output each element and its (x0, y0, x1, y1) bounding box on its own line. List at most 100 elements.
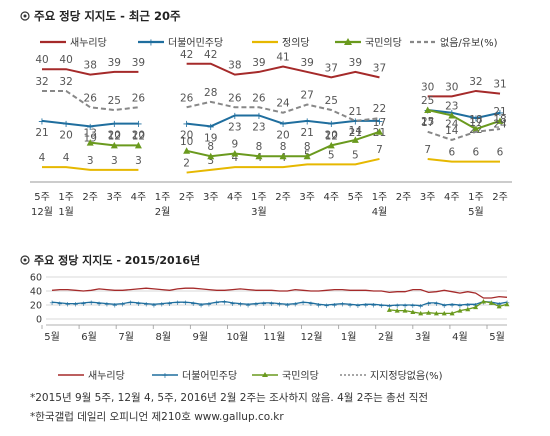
data-point-국민의당 (410, 309, 416, 314)
legend-label-국민의당: 국민의당 (282, 370, 319, 382)
data-point-더불어민주당: + (159, 301, 165, 309)
x-tick-label: 4주 (444, 192, 460, 203)
x-tick-month-label: 2월 (155, 206, 171, 218)
data-point-국민의당 (473, 304, 479, 310)
x-tick-label: 3주 (107, 192, 123, 203)
x-tick-month-label: 1월 (58, 206, 74, 218)
data-point-국민의당 (441, 310, 447, 316)
data-label-새누리당: 30 (445, 81, 458, 93)
data-point-더불어민주당: + (175, 299, 181, 307)
series-line-새누리당-2 (427, 89, 501, 98)
data-point-더불어민주당: + (449, 301, 455, 309)
data-point-더불어민주당: + (351, 116, 359, 127)
x-tick-label: 1주 (372, 192, 388, 203)
series-line-새누리당-0 (51, 287, 508, 299)
data-point-더불어민주당: + (308, 300, 314, 308)
data-point-더불어민주당: + (331, 301, 337, 309)
data-label-국민의당: 14 (349, 125, 363, 137)
circle-bullet-icon-dot (23, 14, 27, 18)
data-label-더불어민주당: 20 (180, 130, 193, 142)
data-point-더불어민주당: + (231, 111, 239, 122)
data-label-없음-유보: 14 (445, 125, 459, 137)
data-point-국민의당 (303, 152, 311, 160)
data-label-더불어민주당: 24 (445, 119, 459, 131)
data-point-국민의당 (279, 152, 287, 160)
data-point-국민의당 (465, 306, 471, 312)
legend-marker-국민의당 (262, 372, 268, 377)
data-point-더불어민주당: + (277, 301, 283, 309)
data-label-없음-유보: 24 (276, 98, 290, 110)
data-label-국민의당: 13 (84, 128, 97, 140)
data-point-더불어민주당: + (347, 301, 353, 309)
data-label-새누리당: 31 (493, 79, 506, 91)
data-point-더불어민주당: + (167, 300, 173, 308)
data-point-더불어민주당: + (88, 299, 94, 307)
circle-bullet-icon (20, 11, 30, 21)
data-label-정의당: 6 (497, 147, 504, 159)
data-point-더불어민주당: + (386, 303, 392, 311)
data-point-국민의당 (496, 117, 504, 124)
data-point-더불어민주당: + (151, 301, 157, 309)
series-line-없음-유보-1 (186, 100, 380, 122)
data-label-더불어민주당: 19 (84, 132, 97, 144)
data-label-국민의당: 12 (108, 130, 121, 142)
x-tick-label: 4주 (227, 192, 243, 203)
x-tick-label: 4월 (452, 331, 468, 343)
data-label-정의당: 3 (207, 155, 214, 167)
data-label-정의당: 3 (135, 155, 142, 167)
series-line-새누리당-1 (186, 62, 380, 79)
x-tick-label: 3주 (420, 192, 436, 203)
data-point-더불어민주당: + (253, 301, 259, 309)
data-label-정의당: 4 (231, 152, 238, 164)
data-label-정의당: 6 (473, 147, 480, 159)
x-tick-label: 1주 (251, 192, 267, 203)
data-label-새누리당: 32 (469, 76, 482, 88)
data-label-국민의당: 18 (469, 114, 482, 126)
x-tick-month-label: 3월 (251, 206, 267, 218)
series-line-국민의당-2 (427, 109, 501, 131)
data-point-더불어민주당: + (182, 119, 190, 130)
data-point-더불어민주당: + (143, 301, 149, 309)
data-point-더불어민주당: + (465, 301, 471, 309)
legend-label-더불어민주당: 더불어민주당 (182, 370, 237, 382)
data-point-더불어민주당: + (57, 300, 63, 308)
data-point-더불어민주당: + (104, 301, 110, 309)
x-tick-label: 12월 (301, 331, 323, 343)
data-label-국민의당: 12 (325, 130, 338, 142)
data-label-새누리당: 41 (276, 51, 289, 63)
x-tick-label: 4주 (131, 192, 147, 203)
data-point-더불어민주당: + (433, 300, 439, 308)
data-label-새누리당: 38 (228, 60, 241, 72)
data-point-국민의당 (402, 308, 408, 313)
data-point-더불어민주당: + (402, 302, 408, 310)
circle-bullet-icon-dot (23, 258, 27, 262)
data-point-더불어민주당: + (182, 299, 188, 307)
data-label-없음-유보: 26 (84, 92, 98, 104)
data-label-국민의당: 10 (180, 136, 193, 148)
data-label-새누리당: 39 (300, 57, 313, 69)
data-label-국민의당: 25 (421, 95, 434, 107)
data-point-더불어민주당: + (363, 301, 369, 309)
data-label-없음-유보: 22 (373, 103, 386, 115)
series-line-새누리당-0 (42, 68, 139, 76)
data-label-새누리당: 30 (421, 81, 434, 93)
data-point-더불어민주당: + (73, 301, 79, 309)
footnote-survey-note: *2015년 9월 5주, 12월 4, 5주, 2016년 2월 2주는 조사… (30, 392, 429, 404)
x-tick-label: 1주 (58, 192, 74, 203)
data-point-더불어민주당: + (371, 301, 377, 309)
x-tick-label: 6월 (81, 331, 97, 343)
x-tick-month-label: 5월 (468, 206, 484, 218)
data-point-국민의당 (86, 139, 94, 146)
data-point-더불어민주당: + (300, 299, 306, 307)
legend-label-국민의당: 국민의당 (365, 37, 402, 49)
data-point-더불어민주당: + (112, 301, 118, 309)
data-point-더불어민주당: + (496, 108, 504, 119)
data-point-국민의당 (449, 310, 455, 316)
data-label-더불어민주당: 20 (325, 130, 338, 142)
data-point-더불어민주당: + (316, 301, 322, 309)
series-line-더불어민주당-0 (41, 119, 139, 128)
data-label-정의당: 5 (328, 149, 335, 161)
series-line-정의당-0 (42, 166, 139, 171)
data-point-더불어민주당: + (207, 122, 215, 133)
legend-marker-더불어민주당: + (162, 371, 169, 380)
